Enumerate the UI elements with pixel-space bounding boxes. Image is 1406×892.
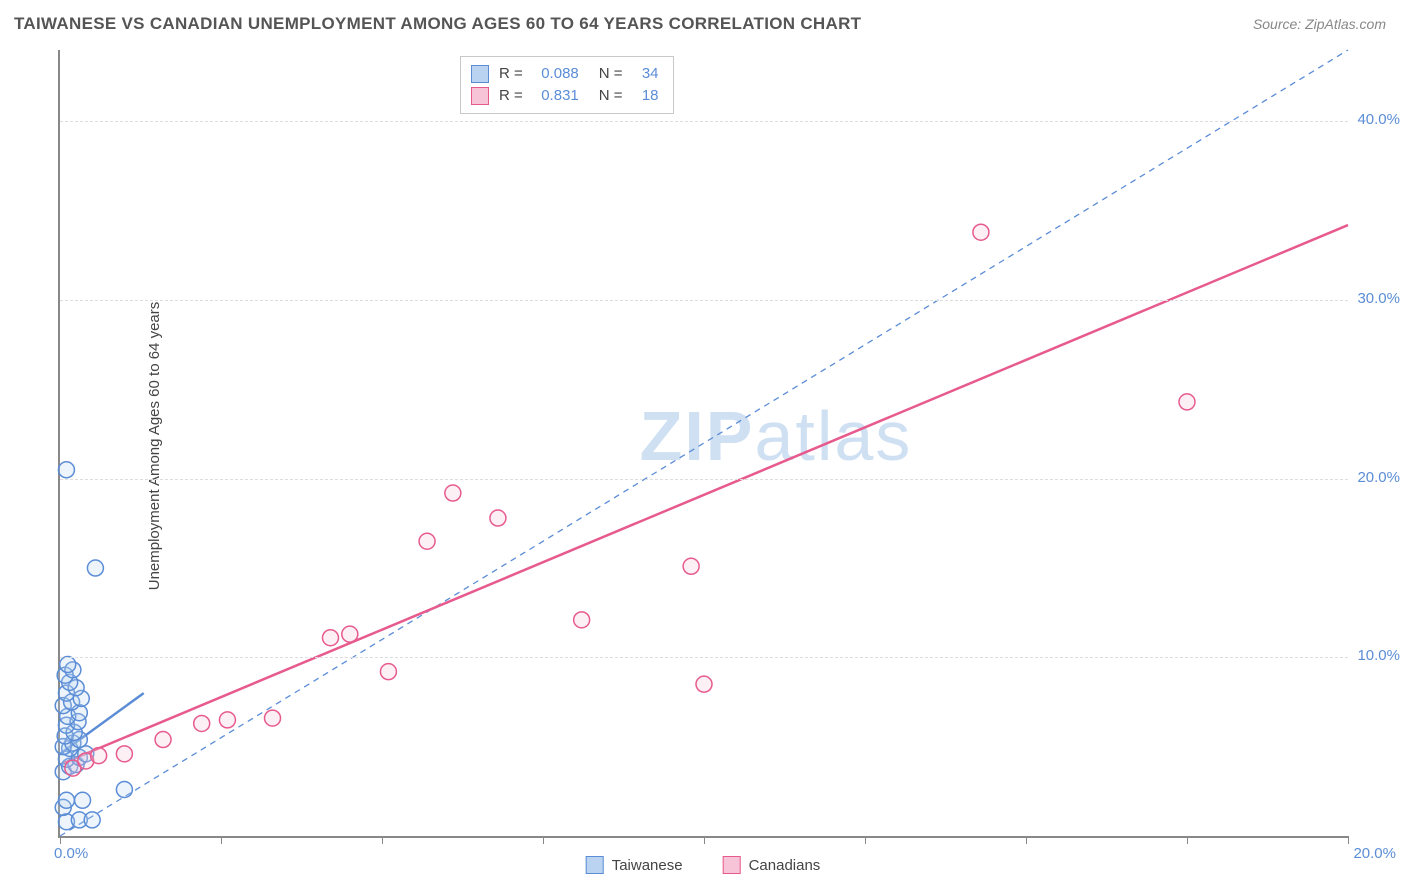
legend-swatch <box>586 856 604 874</box>
data-point <box>219 712 235 728</box>
data-point <box>574 612 590 628</box>
data-point <box>58 792 74 808</box>
x-tick <box>382 836 383 844</box>
data-point <box>419 533 435 549</box>
legend-item: Taiwanese <box>586 856 683 874</box>
data-point <box>322 630 338 646</box>
data-point <box>194 715 210 731</box>
x-tick <box>1026 836 1027 844</box>
x-tick <box>221 836 222 844</box>
data-point <box>973 224 989 240</box>
data-point <box>683 558 699 574</box>
data-point <box>155 732 171 748</box>
gridline <box>60 121 1348 122</box>
y-tick-label: 10.0% <box>1357 647 1400 664</box>
x-tick <box>60 836 61 844</box>
legend-r-label: R = <box>499 85 523 107</box>
data-point <box>87 560 103 576</box>
data-point <box>265 710 281 726</box>
plot-svg <box>60 50 1348 836</box>
legend-row: R = 0.831 N = 18 <box>471 85 659 107</box>
data-point <box>116 782 132 798</box>
legend-n-label: N = <box>599 63 623 85</box>
y-tick-label: 20.0% <box>1357 469 1400 486</box>
data-point <box>58 462 74 478</box>
legend-item: Canadians <box>723 856 821 874</box>
data-point <box>75 792 91 808</box>
reference-line <box>60 50 1348 836</box>
gridline <box>60 657 1348 658</box>
data-point <box>490 510 506 526</box>
data-point <box>445 485 461 501</box>
gridline <box>60 479 1348 480</box>
legend-r-label: R = <box>499 63 523 85</box>
legend-swatch <box>471 65 489 83</box>
legend-n-label: N = <box>599 85 623 107</box>
data-point <box>91 748 107 764</box>
legend-series-name: Taiwanese <box>612 857 683 874</box>
x-tick <box>543 836 544 844</box>
legend-swatch <box>471 87 489 105</box>
data-point <box>1179 394 1195 410</box>
stats-legend: R = 0.088 N = 34 R = 0.831 N = 18 <box>460 56 674 114</box>
x-tick-label: 20.0% <box>1353 845 1396 862</box>
legend-series-name: Canadians <box>749 857 821 874</box>
data-point <box>116 746 132 762</box>
plot-area: ZIPatlas R =0.088N =34R =0.831N =18 10.0… <box>58 50 1348 838</box>
data-point <box>84 812 100 828</box>
data-point <box>342 626 358 642</box>
x-tick <box>704 836 705 844</box>
source-attribution: Source: ZipAtlas.com <box>1253 16 1386 32</box>
chart-title: TAIWANESE VS CANADIAN UNEMPLOYMENT AMONG… <box>14 14 861 34</box>
y-tick-label: 40.0% <box>1357 111 1400 128</box>
x-tick <box>1348 836 1349 844</box>
legend-r-value: 0.088 <box>529 63 579 85</box>
x-tick <box>1187 836 1188 844</box>
y-tick-label: 30.0% <box>1357 290 1400 307</box>
legend-row: R = 0.088 N = 34 <box>471 63 659 85</box>
series-legend: Taiwanese Canadians <box>586 856 821 874</box>
data-point <box>380 664 396 680</box>
legend-r-value: 0.831 <box>529 85 579 107</box>
data-point <box>696 676 712 692</box>
data-point <box>60 657 76 673</box>
gridline <box>60 300 1348 301</box>
legend-swatch <box>723 856 741 874</box>
x-tick-label: 0.0% <box>54 845 88 862</box>
chart-container: TAIWANESE VS CANADIAN UNEMPLOYMENT AMONG… <box>0 0 1406 892</box>
legend-n-value: 18 <box>629 85 659 107</box>
legend-n-value: 34 <box>629 63 659 85</box>
x-tick <box>865 836 866 844</box>
